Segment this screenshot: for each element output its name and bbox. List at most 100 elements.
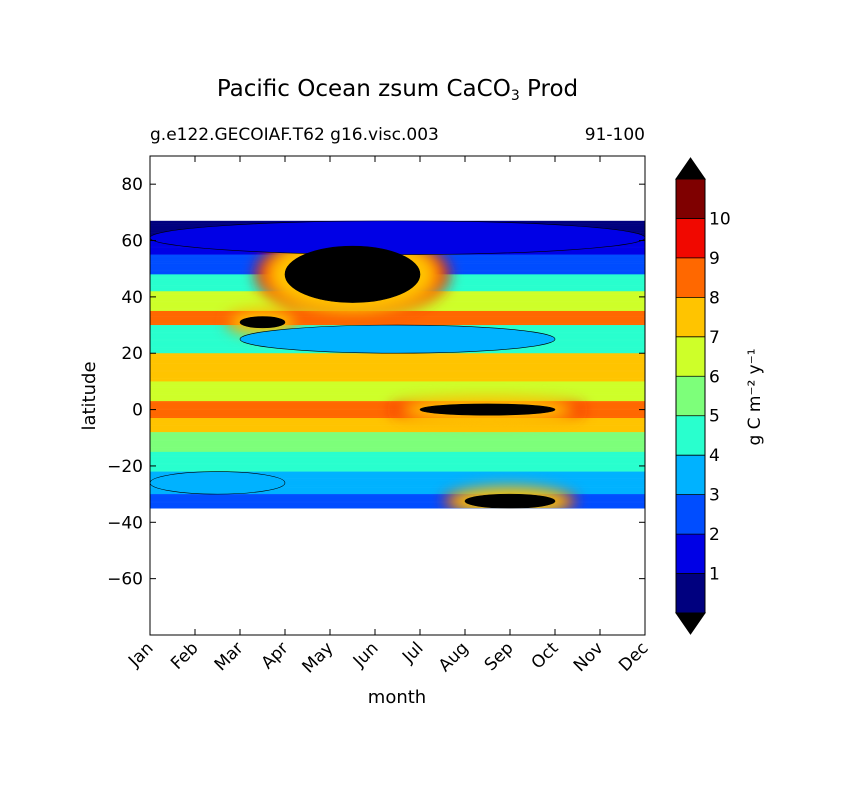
- colorbar-tick-label: 9: [709, 249, 720, 269]
- field-band-cell: [150, 371, 645, 374]
- field-band-cell: [150, 480, 645, 482]
- field-band-cell: [150, 354, 645, 357]
- field-band-cell: [150, 496, 645, 499]
- y-tick-label: 40: [121, 288, 143, 308]
- field-band-cell: [150, 474, 645, 477]
- field-band-cell: [150, 396, 645, 399]
- feature-north-high-productivity-core-early: [239, 316, 286, 329]
- field-band-cell: [150, 503, 645, 506]
- field-band-cell: [150, 502, 645, 505]
- field-band-cell: [150, 454, 645, 457]
- field-band-cell: [150, 484, 645, 486]
- field-band-cell: [150, 425, 645, 427]
- chart-title: Pacific Ocean zsum CaCO3 Prod: [150, 76, 645, 104]
- field-band-cell: [150, 436, 645, 439]
- plot-area: [150, 220, 645, 509]
- field-band-cell: [150, 363, 645, 365]
- colorbar-tick-label: 1: [709, 565, 720, 585]
- field-features: [150, 220, 645, 509]
- colorbar-segment: [676, 179, 705, 219]
- x-tick-label: Dec: [615, 638, 652, 675]
- chart-title-main: Pacific Ocean zsum CaCO: [216, 76, 511, 102]
- field-band-cell: [150, 433, 645, 436]
- field-band-cell: [150, 368, 645, 371]
- colorbar-frame: [675, 178, 706, 614]
- y-tick-label: 80: [121, 175, 143, 195]
- field-band-cell: [150, 456, 645, 458]
- field-band-cell: [150, 401, 645, 403]
- y-axis: 80 60 40 20 0 −20 −40 −60: [107, 175, 645, 590]
- field-band-cell: [150, 387, 645, 389]
- field-band-cell: [150, 489, 645, 492]
- colorbar-tick-label: 7: [709, 328, 720, 348]
- x-tick-label: Oct: [528, 638, 563, 673]
- field-band-cell: [150, 465, 645, 468]
- field-band-cell: [150, 432, 645, 434]
- field-band-cell: [150, 450, 645, 453]
- field-band-cell: [150, 434, 645, 437]
- field-band-cell: [150, 449, 645, 451]
- colorbar-segment: [676, 494, 705, 535]
- field-band-cell: [150, 377, 645, 379]
- field-band-cell: [150, 395, 645, 398]
- field-band-cell: [150, 384, 645, 386]
- field-band-cell: [150, 367, 645, 370]
- field-band-cell: [150, 470, 645, 472]
- field-band-cell: [150, 391, 645, 393]
- colorbar-segment: [676, 455, 705, 495]
- field-band-cell: [150, 316, 645, 319]
- feature-north-subpolar-band: [150, 220, 645, 255]
- field-band-cell: [150, 323, 645, 326]
- field-band-cell: [150, 319, 645, 322]
- field-band-cell: [150, 372, 645, 375]
- x-axis-label: month: [368, 687, 426, 708]
- field-band-cell: [150, 320, 645, 323]
- field-band-cell: [150, 440, 645, 443]
- chart-title-subscript: 3: [510, 88, 520, 104]
- plot-frame: [149, 155, 646, 636]
- field-band-cell: [150, 416, 645, 419]
- run-id-subtitle: g.e122.GECOIAF.T62 g16.visc.003: [150, 125, 439, 145]
- field-band-cell: [150, 378, 645, 381]
- colorbar-segment: [676, 376, 705, 417]
- colorbar-tick-label: 6: [709, 367, 720, 387]
- colorbar-segment: [676, 534, 705, 574]
- field-band-cell: [150, 403, 645, 406]
- field-band-cell: [150, 446, 645, 448]
- y-tick-label: 0: [132, 401, 143, 421]
- field-band-cell: [150, 444, 645, 447]
- field-band-cell: [150, 451, 645, 454]
- y-tick-label: −20: [107, 457, 143, 477]
- field-band-cell: [150, 399, 645, 402]
- colorbar-tick-label: 8: [709, 288, 720, 308]
- field-band-cell: [150, 322, 645, 324]
- field-band-cell: [150, 441, 645, 444]
- field-band-cell: [150, 392, 645, 395]
- field-band-cell: [150, 357, 645, 360]
- field-band-cell: [150, 485, 645, 488]
- field-band-cell: [150, 478, 645, 481]
- field-band-cell: [150, 477, 645, 479]
- field-band-cell: [150, 360, 645, 362]
- field-band-cell: [150, 463, 645, 465]
- field-band-cell: [150, 398, 645, 401]
- field-band-cell: [150, 312, 645, 315]
- field-band-cell: [150, 505, 645, 508]
- x-tick-label: Mar: [211, 638, 248, 675]
- field-band-cell: [150, 358, 645, 361]
- field-band-cell: [150, 382, 645, 385]
- y-tick-label: −60: [107, 570, 143, 590]
- field-band-cell: [150, 482, 645, 485]
- field-band-cell: [150, 364, 645, 367]
- field-band-cell: [150, 495, 645, 498]
- colorbar-segment: [676, 415, 705, 456]
- field-band-cell: [150, 389, 645, 392]
- x-tick-label: Sep: [481, 638, 518, 675]
- x-tick-label: Jan: [124, 638, 157, 671]
- chart-title-tail: Prod: [519, 76, 579, 102]
- colorbar-segment: [676, 336, 705, 377]
- x-tick-label: Jul: [398, 638, 427, 667]
- field-band-cell: [150, 356, 645, 358]
- field-band-cell: [150, 419, 645, 422]
